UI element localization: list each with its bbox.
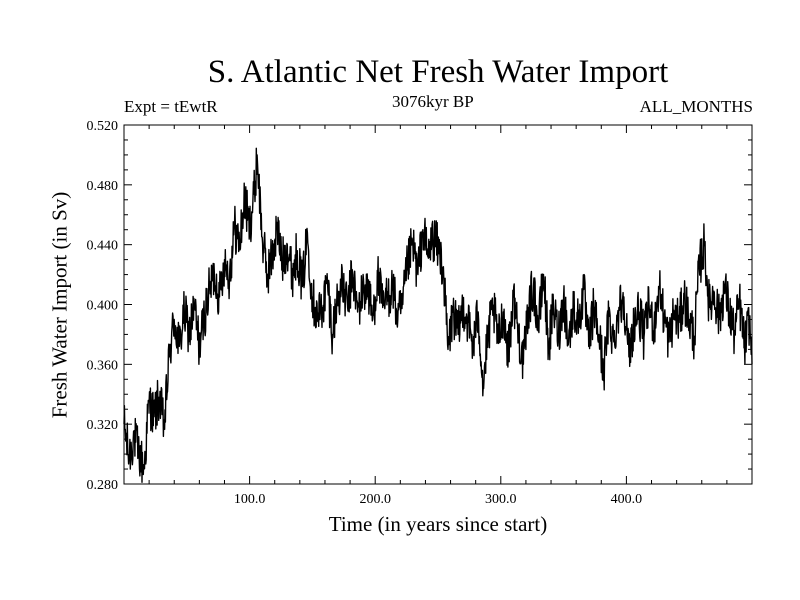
y-tick-label: 0.480 xyxy=(87,179,119,194)
x-axis-label: Time (in years since start) xyxy=(328,512,548,536)
x-tick-label: 100.0 xyxy=(234,492,266,507)
axis-ticks xyxy=(124,124,752,485)
series-line xyxy=(123,147,753,483)
y-tick-label: 0.360 xyxy=(87,358,119,373)
y-tick-label: 0.400 xyxy=(87,299,119,314)
chart-title: S. Atlantic Net Fresh Water Import xyxy=(207,54,669,90)
y-tick-label: 0.280 xyxy=(87,478,119,493)
months-label: ALL_MONTHS xyxy=(639,97,753,116)
tick-labels: 0.280 0.320 0.360 0.400 0.440 0.480 0.520 100.0… xyxy=(87,119,643,507)
experiment-label: Expt = tEwtR xyxy=(124,97,218,116)
x-tick-label: 300.0 xyxy=(485,492,517,507)
y-tick-label: 0.520 xyxy=(87,119,119,134)
data-series xyxy=(123,147,753,483)
y-tick-label: 0.440 xyxy=(87,239,119,254)
x-tick-label: 400.0 xyxy=(611,492,643,507)
y-tick-label: 0.320 xyxy=(87,418,119,433)
x-tick-label: 200.0 xyxy=(359,492,391,507)
chart-subtitle: 3076kyr BP xyxy=(392,92,474,111)
